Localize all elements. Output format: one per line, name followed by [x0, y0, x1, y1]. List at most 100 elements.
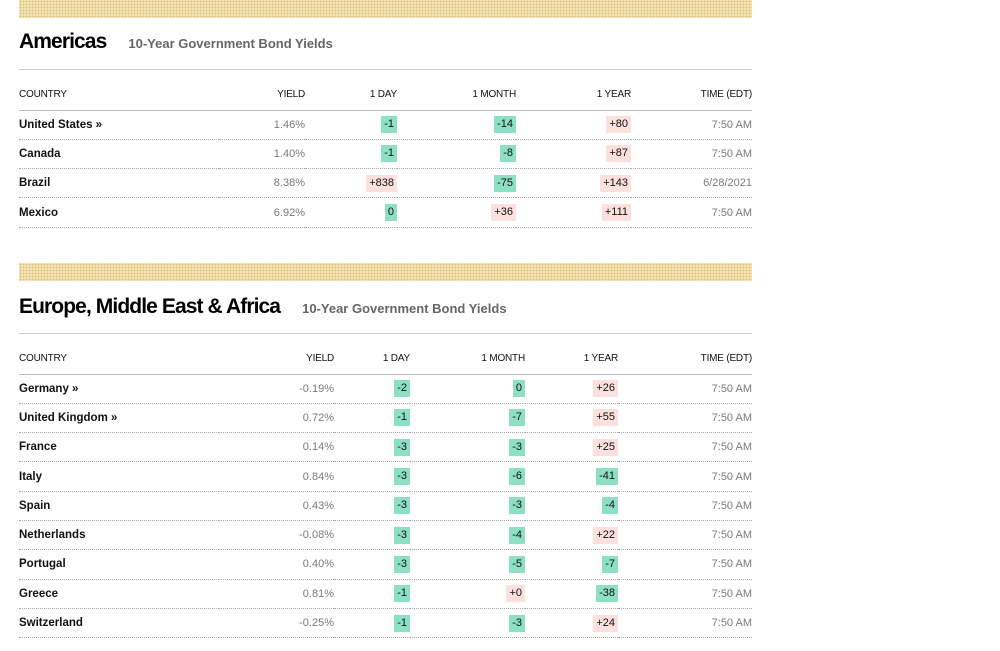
time-value: 7:50 AM: [711, 470, 752, 483]
section-subtitle: 10-Year Government Bond Yields: [302, 301, 507, 316]
country-link[interactable]: United States »: [19, 118, 103, 131]
change-1day: -3: [394, 468, 410, 486]
change-1year: +26: [593, 380, 618, 398]
table-row[interactable]: Netherlands -0.08% -3 -4 +22 7:50 AM: [19, 520, 752, 551]
change-1month: -3: [509, 438, 525, 456]
change-1year-cell: +25: [525, 432, 618, 463]
yield-value: -0.19%: [299, 382, 334, 395]
country-link[interactable]: Netherlands: [19, 529, 86, 542]
header-country[interactable]: COUNTRY: [19, 70, 219, 111]
time-value: 7:50 AM: [711, 206, 752, 219]
table-row[interactable]: Switzerland -0.25% -1 -3 +24 7:50 AM: [19, 608, 752, 639]
country-link[interactable]: Canada: [19, 147, 61, 160]
header-1day[interactable]: 1 DAY: [305, 70, 397, 111]
country-link-cell: Germany »: [19, 374, 219, 404]
table-row[interactable]: Germany » -0.19% -2 0 +26 7:50 AM: [19, 374, 752, 404]
table-row[interactable]: Canada 1.40% -1 -8 +87 7:50 AM: [19, 139, 752, 170]
country-link[interactable]: Greece: [19, 587, 59, 600]
country-link[interactable]: Spain: [19, 499, 51, 512]
country-link-cell: France: [19, 432, 219, 463]
change-1day: -3: [394, 526, 410, 544]
table-row[interactable]: Portugal 0.40% -3 -5 -7 7:50 AM: [19, 549, 752, 580]
yield-value-cell: -0.25%: [219, 608, 334, 639]
americas-section: Americas 10-Year Government Bond Yields …: [19, 0, 752, 228]
change-1month-cell: -7: [410, 403, 525, 434]
change-1day-cell: -1: [334, 579, 410, 609]
time-value-cell: 7:50 AM: [618, 579, 752, 609]
table-row[interactable]: United States » 1.46% -1 -14 +80 7:50 AM: [19, 110, 752, 140]
change-1year-cell: +22: [525, 520, 618, 551]
country-link[interactable]: Mexico: [19, 206, 58, 219]
change-1year: +143: [600, 174, 631, 192]
emea-rows: Germany » -0.19% -2 0 +26 7:50 AM United Kingd…: [19, 374, 752, 639]
change-1year-cell: +143: [516, 168, 631, 199]
change-1day-cell: -1: [334, 608, 410, 639]
change-1day: -1: [381, 116, 397, 134]
header-1year[interactable]: 1 YEAR: [525, 334, 618, 375]
header-time[interactable]: TIME (EDT): [631, 70, 752, 111]
table-row[interactable]: France 0.14% -3 -3 +25 7:50 AM: [19, 432, 752, 463]
header-1year[interactable]: 1 YEAR: [516, 70, 631, 111]
header-country[interactable]: COUNTRY: [19, 334, 219, 375]
yield-value: 6.92%: [273, 206, 305, 219]
country-link-cell: Netherlands: [19, 520, 219, 551]
country-link-cell: Greece: [19, 579, 219, 609]
yield-value: -0.08%: [299, 529, 334, 542]
emea-table: COUNTRY YIELD 1 DAY 1 MONTH 1 YEAR TIME …: [19, 334, 752, 639]
change-1month-cell: -3: [410, 491, 525, 521]
change-1day: -3: [394, 555, 410, 573]
change-1year-cell: -4: [525, 491, 618, 521]
change-1day: -3: [394, 438, 410, 456]
section-title: Americas: [19, 30, 107, 53]
table-row[interactable]: Spain 0.43% -3 -3 -4 7:50 AM: [19, 491, 752, 521]
table-row[interactable]: Mexico 6.92% 0 +36 +111 7:50 AM: [19, 197, 752, 228]
country-link[interactable]: Germany »: [19, 382, 79, 395]
country-link[interactable]: Portugal: [19, 558, 66, 571]
yield-value: 0.43%: [302, 499, 334, 512]
time-value-cell: 7:50 AM: [618, 432, 752, 463]
country-link-cell: Canada: [19, 139, 219, 170]
header-time[interactable]: TIME (EDT): [618, 334, 752, 375]
country-link[interactable]: United Kingdom »: [19, 411, 118, 424]
section-heading: Americas 10-Year Government Bond Yields: [19, 18, 752, 69]
country-link[interactable]: Switzerland: [19, 617, 83, 630]
time-value-cell: 7:50 AM: [631, 139, 752, 170]
americas-table: COUNTRY YIELD 1 DAY 1 MONTH 1 YEAR TIME …: [19, 70, 752, 228]
yield-value: 1.40%: [273, 147, 305, 160]
change-1month-cell: -75: [397, 168, 516, 199]
change-1day: -1: [394, 409, 410, 427]
change-1year-cell: -7: [525, 549, 618, 580]
time-value: 7:50 AM: [711, 118, 752, 131]
change-1day-cell: -3: [334, 461, 410, 492]
time-value: 7:50 AM: [711, 441, 752, 454]
yield-value-cell: -0.08%: [219, 520, 334, 551]
table-row[interactable]: Italy 0.84% -3 -6 -41 7:50 AM: [19, 461, 752, 492]
divider: [19, 69, 752, 70]
header-1month[interactable]: 1 MONTH: [410, 334, 525, 375]
table-row[interactable]: Brazil 8.38% +838 -75 +143 6/28/2021: [19, 168, 752, 199]
country-link[interactable]: Italy: [19, 470, 43, 483]
change-1day: -1: [394, 585, 410, 603]
country-link[interactable]: Brazil: [19, 177, 51, 190]
emea-section: Europe, Middle East & Africa 10-Year Gov…: [19, 263, 752, 639]
change-1month: +36: [491, 204, 516, 222]
table-row[interactable]: United Kingdom » 0.72% -1 -7 +55 7:50 AM: [19, 403, 752, 434]
change-1month: -14: [494, 116, 516, 134]
table-header-row: COUNTRY YIELD 1 DAY 1 MONTH 1 YEAR TIME …: [19, 334, 752, 375]
header-yield[interactable]: YIELD: [219, 70, 305, 111]
table-row[interactable]: Greece 0.81% -1 +0 -38 7:50 AM: [19, 579, 752, 609]
change-1year-cell: +26: [525, 374, 618, 404]
country-link[interactable]: France: [19, 441, 57, 454]
yield-value-cell: 6.92%: [219, 197, 305, 228]
change-1year: +55: [593, 409, 618, 427]
change-1day: 0: [384, 204, 397, 222]
change-1month-cell: +36: [397, 197, 516, 228]
header-yield[interactable]: YIELD: [219, 334, 334, 375]
change-1day-cell: -1: [334, 403, 410, 434]
yield-value-cell: 1.40%: [219, 139, 305, 170]
time-value: 7:50 AM: [711, 382, 752, 395]
header-1day[interactable]: 1 DAY: [334, 334, 410, 375]
header-1month[interactable]: 1 MONTH: [397, 70, 516, 111]
change-1year: +80: [606, 116, 631, 134]
time-value: 7:50 AM: [711, 558, 752, 571]
